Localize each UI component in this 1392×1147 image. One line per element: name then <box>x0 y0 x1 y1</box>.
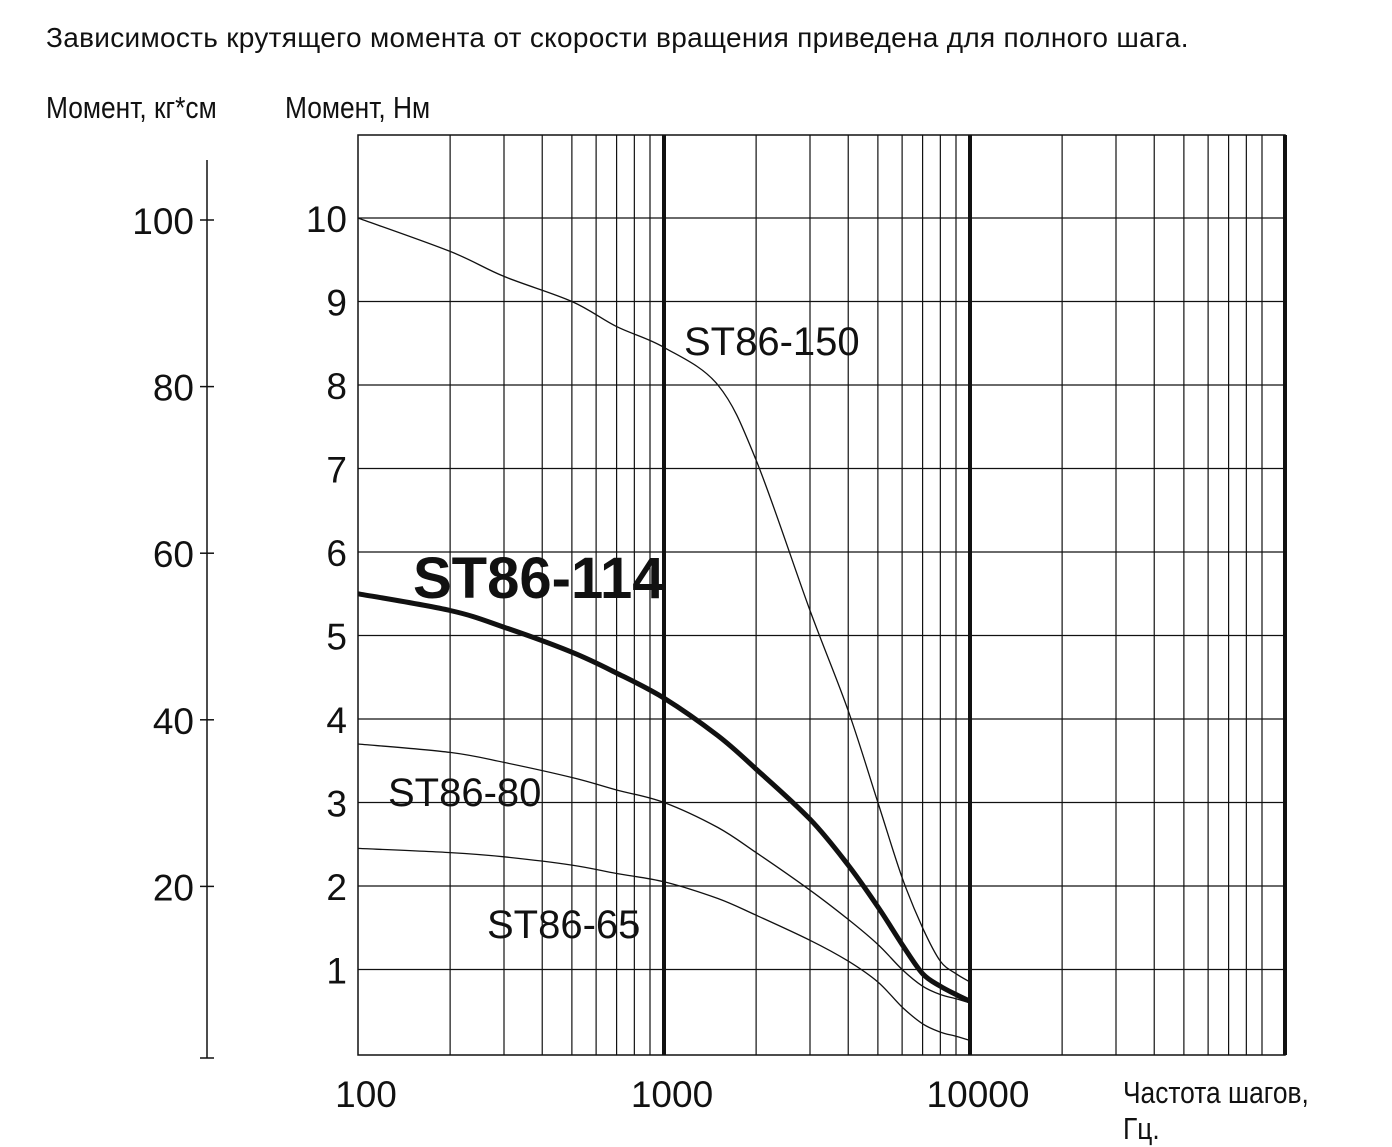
y-tick-label: 1 <box>326 951 347 992</box>
right-axis-unit-label: Момент, Нм <box>285 90 431 125</box>
y-tick-label: 7 <box>326 450 347 491</box>
series-line-st86-150 <box>357 217 971 983</box>
y2-tick-label: 80 <box>153 368 194 409</box>
series-label-st86-114: ST86-114 <box>413 546 665 611</box>
y-tick-label: 4 <box>326 700 347 741</box>
x-tick-label: 1000 <box>631 1074 713 1115</box>
series-label-st86-150: ST86-150 <box>684 320 860 364</box>
y2-tick-label: 100 <box>132 201 194 242</box>
series-line-st86-65 <box>357 847 971 1042</box>
y-tick-label: 2 <box>326 867 347 908</box>
y-tick-label: 6 <box>326 533 347 574</box>
series-line-st86-80 <box>357 743 971 1004</box>
y-tick-label: 3 <box>326 784 347 825</box>
series-label-st86-65: ST86-65 <box>487 903 640 947</box>
y-tick-label: 5 <box>326 617 347 658</box>
x-tick-label: 10000 <box>927 1074 1030 1115</box>
y2-tick-label: 20 <box>153 867 194 908</box>
left-axis-unit-label: Момент, кг*см <box>46 90 217 125</box>
x-tick-label: 100 <box>335 1074 397 1115</box>
y2-tick-label: 60 <box>153 534 194 575</box>
y-tick-label: 8 <box>326 366 347 407</box>
series-line-st86-114 <box>357 591 972 1004</box>
chart-caption: Зависимость крутящего момента от скорост… <box>46 22 1189 53</box>
y-tick-label: 10 <box>306 199 347 240</box>
series-label-st86-80: ST86-80 <box>388 771 541 815</box>
y2-tick-label: 40 <box>153 701 194 742</box>
y-tick-label: 9 <box>326 283 347 324</box>
